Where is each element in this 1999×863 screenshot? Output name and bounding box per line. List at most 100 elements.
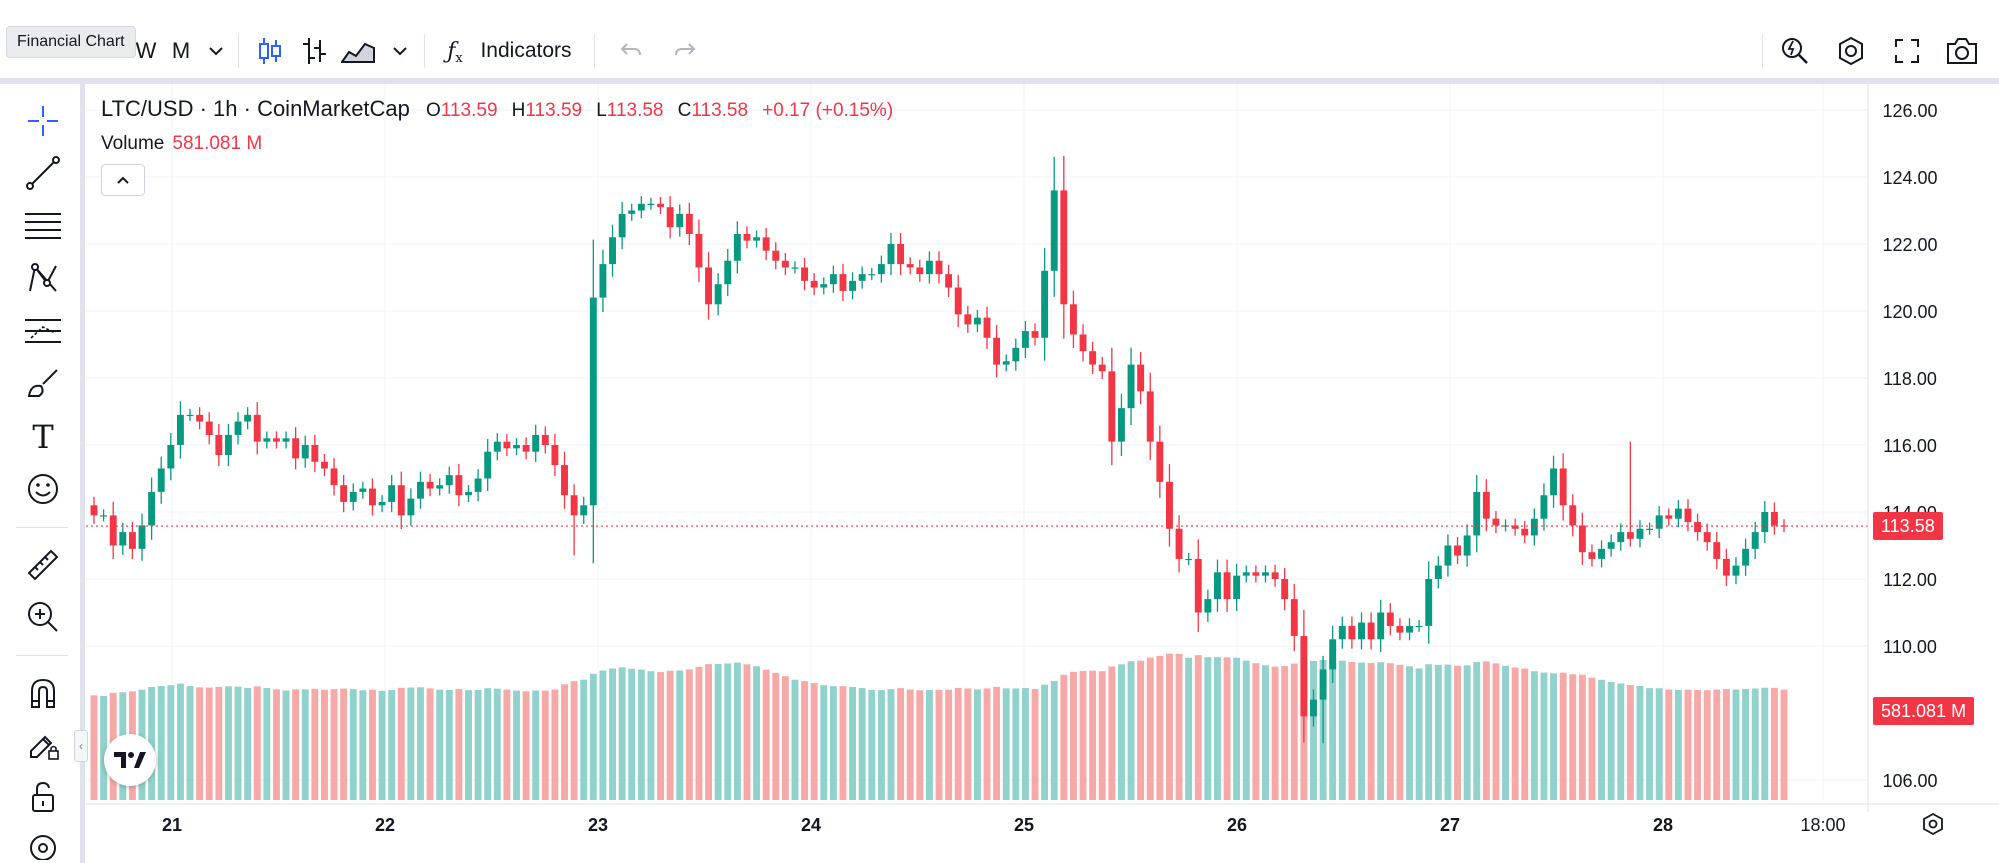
volume-bar (1367, 663, 1375, 800)
y-tick-label: 118.00 (1883, 369, 1937, 389)
volume-bar (1751, 688, 1759, 800)
candle (465, 491, 472, 496)
volume-bar (1694, 690, 1702, 800)
candle (791, 267, 799, 269)
candle (1214, 572, 1221, 600)
candle (224, 434, 232, 456)
ruler-icon[interactable] (20, 542, 66, 588)
volume-bar (916, 690, 924, 800)
candle (897, 244, 905, 265)
candle (349, 491, 357, 502)
volume-bar (205, 687, 213, 800)
chart-type-chevron-down-icon[interactable] (388, 34, 412, 68)
timeframe-chevron-down-icon[interactable] (204, 34, 228, 68)
volume-label[interactable]: Volume (101, 133, 165, 154)
volume-bar (253, 686, 261, 800)
brush-icon[interactable] (20, 361, 66, 407)
indicators-button[interactable]: Indicators (480, 39, 572, 62)
volume-bar (1559, 672, 1567, 800)
horizontal-lines-icon[interactable] (20, 203, 66, 249)
candle (1684, 508, 1692, 523)
settings-icon[interactable] (1834, 34, 1868, 68)
volume-bar (1252, 663, 1260, 800)
x-tick-label: 18:00 (1800, 815, 1845, 835)
volume-bar (1021, 688, 1029, 800)
smiley-icon[interactable] (20, 466, 66, 512)
crosshair-icon[interactable] (20, 98, 66, 144)
volume-bar (1454, 665, 1461, 800)
candle (1041, 270, 1049, 338)
candle (1617, 532, 1625, 543)
last-volume-tag: 581.081 M (1873, 697, 1975, 725)
volume-bar (628, 668, 636, 800)
candle (1569, 505, 1577, 526)
candle (1406, 625, 1413, 633)
volume-bar (810, 683, 818, 800)
bars-icon[interactable] (298, 34, 330, 68)
undo-icon[interactable] (616, 34, 646, 68)
unlock-icon[interactable] (20, 774, 66, 820)
volume-bar (445, 689, 453, 800)
volume-bar (330, 689, 338, 800)
y-tick-label: 124.00 (1882, 168, 1937, 188)
volume-bar (666, 670, 674, 800)
volume-bar (1271, 666, 1279, 800)
candle (1377, 612, 1385, 640)
low-key: L (596, 100, 607, 121)
candle (90, 505, 98, 516)
text-tool-icon[interactable]: T (32, 418, 54, 456)
pattern-icon[interactable] (20, 256, 66, 302)
volume-bar (714, 663, 722, 800)
volume-bar (1079, 670, 1087, 800)
axis-settings-icon[interactable] (1923, 812, 1943, 836)
volume-bar (1425, 664, 1433, 800)
toolbar-divider (238, 34, 239, 68)
volume-bar (215, 686, 223, 800)
area-chart-icon[interactable] (340, 34, 376, 68)
candle (1646, 528, 1654, 530)
volume-bar (436, 689, 444, 800)
magnet-icon[interactable] (20, 670, 66, 716)
trend-line-icon[interactable] (20, 150, 66, 196)
candle (292, 438, 300, 459)
eye-icon[interactable] (20, 826, 66, 860)
fullscreen-icon[interactable] (1890, 34, 1924, 68)
volume-bar (877, 690, 885, 800)
volume-bar (685, 669, 693, 800)
volume-bar (1031, 689, 1039, 800)
quick-search-icon[interactable] (1778, 34, 1812, 68)
forecast-icon[interactable] (20, 308, 66, 354)
timeframe-m[interactable]: M (171, 38, 191, 63)
volume-bar (397, 687, 405, 800)
x-tick-label: 23 (588, 815, 608, 835)
volume-bar (1646, 688, 1654, 800)
volume-bar (1626, 685, 1634, 800)
candle (1636, 528, 1644, 539)
candle (1482, 491, 1490, 519)
collapse-legend-button[interactable] (101, 164, 145, 196)
candle (925, 260, 933, 275)
candle (570, 495, 578, 516)
candle (829, 274, 837, 285)
symbol-title[interactable]: LTC/USD · 1h · CoinMarketCap (101, 96, 410, 121)
candle (330, 468, 338, 486)
candle (637, 203, 645, 211)
volume-bar (234, 686, 242, 800)
lock-drawings-icon[interactable] (20, 722, 66, 768)
camera-icon[interactable] (1942, 34, 1982, 68)
tradingview-logo-icon[interactable] (104, 734, 156, 786)
volume-bar (1156, 655, 1164, 800)
candle (1338, 625, 1346, 640)
x-tick-label: 27 (1440, 815, 1460, 835)
volume-bar (1002, 688, 1010, 800)
volume-bar (272, 689, 280, 800)
collapse-sidebar-handle[interactable]: ‹ (74, 730, 88, 762)
timeframe-w[interactable]: W (135, 38, 157, 63)
zoom-in-icon[interactable] (20, 594, 66, 640)
redo-icon[interactable] (670, 34, 700, 68)
y-tick-label: 112.00 (1883, 570, 1937, 590)
candles-icon[interactable] (254, 34, 286, 68)
candle (1175, 528, 1183, 559)
